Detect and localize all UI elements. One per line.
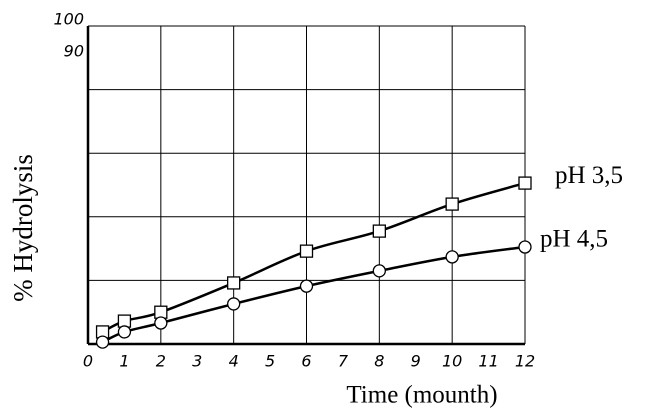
x-axis-label: Time (mounth) — [346, 382, 497, 409]
marker — [445, 197, 459, 211]
x-tick-label: 2 — [156, 352, 166, 371]
marker — [299, 244, 314, 258]
x-tick-label: 0 — [83, 352, 93, 371]
x-tick-label: 6 — [301, 352, 311, 371]
y-axis-label: % Hydrolysis — [8, 154, 38, 302]
series-label: pH 3,5 — [555, 162, 623, 189]
marker — [227, 276, 241, 290]
series-label: pH 4,5 — [540, 226, 608, 253]
y-tick-label: 90 — [64, 41, 84, 60]
x-tick-label: 7 — [338, 352, 349, 371]
marker — [117, 325, 132, 339]
marker — [518, 176, 532, 190]
marker — [372, 224, 386, 238]
series-line — [102, 245, 526, 344]
x-tick-label: 5 — [265, 352, 275, 371]
x-tick-label: 8 — [374, 352, 384, 371]
x-tick-label: 10 — [442, 352, 462, 371]
marker — [95, 335, 110, 349]
marker — [445, 250, 459, 264]
marker — [227, 297, 241, 311]
x-tick-label: 3 — [192, 352, 202, 371]
x-tick-label: 4 — [229, 352, 239, 371]
marker — [372, 264, 386, 278]
marker — [299, 279, 314, 293]
marker — [518, 240, 532, 254]
x-tick-label: 9 — [411, 352, 421, 371]
x-tick-label: 11 — [478, 352, 498, 371]
x-tick-label: 1 — [119, 352, 129, 371]
y-tick-label: 100 — [53, 10, 84, 29]
x-tick-label: 12 — [515, 352, 535, 371]
marker — [154, 316, 168, 330]
